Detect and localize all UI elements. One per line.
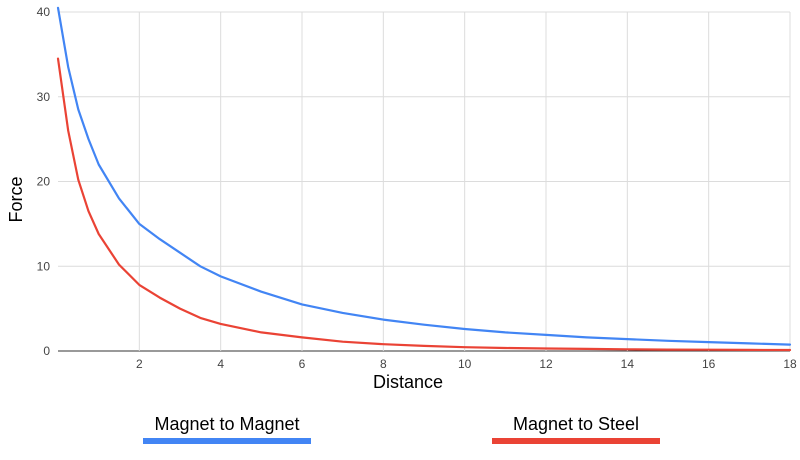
- y-tick-label: 0: [43, 344, 50, 358]
- series-line-magnet-to-magnet: [56, 6, 792, 346]
- gridlines: [58, 11, 791, 352]
- x-tick-label: 10: [458, 357, 472, 371]
- legend-swatch: [143, 438, 311, 444]
- y-tick-label: 20: [37, 175, 51, 189]
- y-tick-label: 40: [37, 5, 51, 19]
- x-tick-label: 2: [136, 357, 143, 371]
- x-tick-label: 18: [783, 357, 797, 371]
- y-tick-label: 30: [37, 90, 51, 104]
- x-tick-label: 4: [217, 357, 224, 371]
- series-lines: [56, 6, 792, 352]
- legend-label: Magnet to Magnet: [154, 414, 299, 434]
- series-line-magnet-to-steel: [56, 57, 792, 352]
- tick-labels: 0 10 20 30 40 2 4 6 8 10 12 14 16 18: [37, 5, 797, 371]
- legend-swatch: [492, 438, 660, 444]
- x-tick-label: 16: [702, 357, 716, 371]
- x-tick-label: 8: [380, 357, 387, 371]
- x-tick-label: 6: [299, 357, 306, 371]
- x-tick-label: 12: [539, 357, 553, 371]
- y-tick-label: 10: [37, 259, 51, 273]
- legend: Magnet to Magnet Magnet to Steel: [143, 414, 660, 444]
- y-axis-title: Force: [6, 176, 26, 222]
- x-tick-label: 14: [621, 357, 635, 371]
- legend-label: Magnet to Steel: [513, 414, 639, 434]
- x-axis-title: Distance: [373, 372, 443, 392]
